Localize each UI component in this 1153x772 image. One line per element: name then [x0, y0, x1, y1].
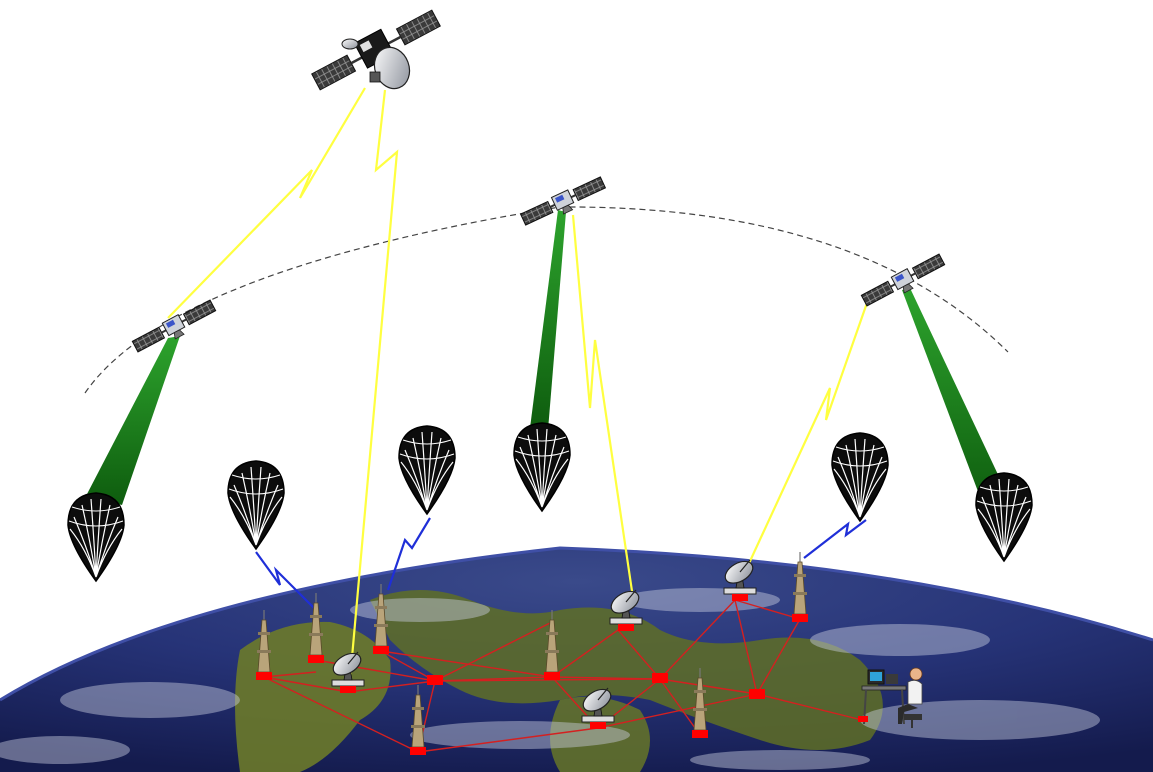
beam-right: [902, 288, 1010, 510]
operator-workstation-icon: [858, 667, 923, 728]
network-node: [427, 675, 443, 685]
balloon-links: [255, 517, 867, 613]
satellite-beams: [86, 210, 1010, 510]
uplink-links: [167, 87, 870, 681]
network-nodes: [427, 673, 765, 699]
atmosphere-edge: [0, 546, 1153, 702]
uplink-geo-to-america-dish: [348, 89, 399, 681]
balloon-link-3: [803, 519, 867, 559]
balloon-link-1: [255, 551, 319, 613]
ground-network-links: [263, 599, 863, 753]
continent-eurasia: [370, 590, 883, 750]
continent-africa: [550, 696, 650, 772]
beam-left: [86, 336, 180, 505]
uplink-center-sat-to-europe-dish: [571, 214, 635, 599]
network-node: [652, 673, 668, 683]
beam-center: [530, 210, 566, 430]
uplink-geo-to-left-sat: [167, 87, 366, 319]
balloon-link-2: [386, 517, 431, 591]
geostationary-satellite-icon: [311, 9, 441, 91]
network-node: [749, 689, 765, 699]
uplink-right-sat-to-asia-dish: [744, 299, 870, 573]
